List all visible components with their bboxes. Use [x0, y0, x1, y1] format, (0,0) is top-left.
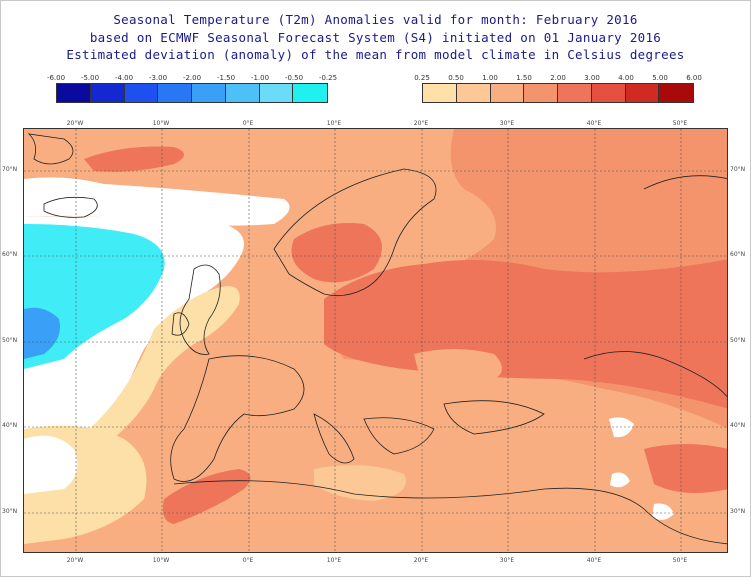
anomaly-map-svg: [24, 129, 727, 552]
coast-uk: [179, 264, 221, 355]
lat-label-right: 30°N: [730, 508, 746, 515]
lon-label-top: 10°W: [152, 120, 170, 127]
coast-arctic: [643, 175, 727, 190]
lat-label-left: 30°N: [2, 508, 18, 515]
anomaly-peach-sahara: [314, 465, 406, 501]
legend-warm-swatch: [625, 84, 660, 102]
coast-ireland: [171, 312, 190, 336]
legend-cold-colorbar: [56, 83, 328, 103]
title-line-2: based on ECMWF Seasonal Forecast System …: [89, 30, 662, 45]
legend-warm-swatch: [423, 84, 457, 102]
lon-label-bottom: 40°E: [586, 557, 602, 564]
legend-cold-swatch: [124, 84, 159, 102]
coast-caspian: [583, 351, 727, 398]
coast-scandinavia: [273, 168, 437, 297]
coast-greenland: [27, 133, 74, 165]
lon-label-top: 40°E: [586, 120, 602, 127]
legend-cold-swatch: [259, 84, 294, 102]
lat-label-right: 60°N: [730, 251, 746, 258]
legend-warm-tick-label: 6.00: [686, 74, 702, 82]
lat-label-left: 60°N: [2, 251, 18, 258]
legend-warm-swatch: [591, 84, 626, 102]
legend-cold-tick-label: -4.00: [114, 74, 134, 82]
anomaly-peach-east-europe: [414, 349, 502, 386]
lat-label-right: 70°N: [730, 166, 746, 173]
anomaly-red-iceland: [84, 146, 184, 172]
legend-cold-swatch: [225, 84, 260, 102]
lat-label-left: 40°N: [2, 422, 18, 429]
legend-warm-swatch: [456, 84, 491, 102]
lon-label-top: 10°E: [326, 120, 342, 127]
legend-warm-swatch: [490, 84, 525, 102]
coast-balkans: [363, 417, 435, 455]
legend-warm-colorbar: [422, 83, 694, 103]
anomaly-white-patch-2: [610, 472, 630, 488]
coast-italy: [313, 413, 355, 464]
lat-label-right: 40°N: [730, 422, 746, 429]
lon-label-bottom: 20°E: [413, 557, 429, 564]
lat-label-right: 50°N: [730, 337, 746, 344]
anomaly-white-southwest: [24, 435, 78, 494]
legend-warm-tick-label: 1.00: [482, 74, 498, 82]
anomaly-yellow-atlantic: [64, 286, 240, 459]
legend-warm-tick-label: 4.00: [618, 74, 634, 82]
title-line-3: Estimated deviation (anomaly) of the mea…: [66, 47, 685, 62]
lon-label-bottom: 20°W: [66, 557, 84, 564]
legend-cold-tick-label: -0.25: [318, 74, 338, 82]
coast-iceland: [43, 196, 98, 218]
legend-cold-swatch: [158, 84, 192, 102]
lon-label-bottom: 50°E: [672, 557, 688, 564]
legend-warm-swatch: [659, 84, 693, 102]
lat-lon-grid: [24, 129, 727, 552]
anomaly-map: [23, 128, 728, 553]
anomaly-blue-atlantic: [24, 307, 60, 359]
coast-black-sea: [443, 400, 545, 435]
legend-cold-tick-label: -6.00: [46, 74, 66, 82]
legend-cold-tick-label: -3.00: [148, 74, 168, 82]
legend-cold-tick-label: -0.50: [284, 74, 304, 82]
title-line-1: Seasonal Temperature (T2m) Anomalies val…: [113, 12, 638, 27]
legend-cold-swatch: [293, 84, 327, 102]
lon-label-top: 30°E: [499, 120, 515, 127]
legend-warm-tick-label: 2.00: [550, 74, 566, 82]
coast-western-europe: [170, 355, 305, 482]
lon-label-top: 20°E: [413, 120, 429, 127]
coastlines: [27, 133, 727, 545]
legend-warm-tick-label: 0.50: [448, 74, 464, 82]
lon-label-bottom: 10°E: [326, 557, 342, 564]
legend-warm-tick-label: 5.00: [652, 74, 668, 82]
legend-cold-tick-label: -1.50: [216, 74, 236, 82]
legend-cold-tick-label: -1.00: [250, 74, 270, 82]
anomaly-white-patch-3: [652, 503, 674, 520]
lon-label-bottom: 0°E: [242, 557, 254, 564]
lon-label-top: 0°E: [242, 120, 254, 127]
legend-warm-swatch: [558, 84, 592, 102]
legend-cold-tick-label: -2.00: [182, 74, 202, 82]
lat-label-left: 50°N: [2, 337, 18, 344]
legend-warm-tick-label: 3.00: [584, 74, 600, 82]
anomaly-red-north-africa: [162, 469, 251, 524]
lon-label-top: 20°W: [66, 120, 84, 127]
anomaly-red-middle-east: [644, 444, 727, 493]
anomaly-red-scandinavia: [291, 223, 382, 283]
legend-warm-tick-label: 1.50: [516, 74, 532, 82]
lon-label-top: 50°E: [672, 120, 688, 127]
legend-cold-swatch: [192, 84, 226, 102]
legend-cold-swatch: [90, 84, 125, 102]
legend-cold-tick-label: -5.00: [80, 74, 100, 82]
lon-label-bottom: 10°W: [152, 557, 170, 564]
legend-cold-swatch: [57, 84, 91, 102]
coast-north-africa: [173, 480, 727, 545]
legend-warm-swatch: [524, 84, 558, 102]
lat-label-left: 70°N: [2, 166, 18, 173]
legend-warm-tick-label: 0.25: [414, 74, 430, 82]
lon-label-bottom: 30°E: [499, 557, 515, 564]
